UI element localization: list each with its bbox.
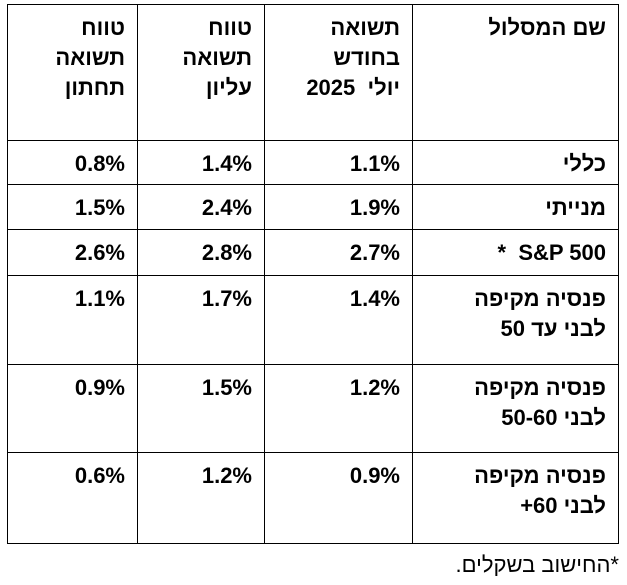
cell-line: תשואה — [55, 45, 125, 70]
cell-line: מנייתי — [545, 195, 606, 220]
table-row: פנסיה מקיפה לבני עד 50 1.4% 1.7% 1.1% — [7, 275, 619, 365]
return-cell: 1.5% — [137, 364, 265, 453]
header-cell: תשואה בחודש יולי 2025 — [264, 4, 413, 141]
cell-line: שם המסלול — [488, 15, 606, 40]
track-name: פנסיה מקיפה לבני 50-60 — [412, 364, 619, 453]
return-cell: 1.2% — [264, 364, 413, 453]
cell-line: תשואה — [182, 45, 252, 70]
return-cell: 1.9% — [264, 184, 413, 230]
return-cell: 2.6% — [7, 229, 138, 276]
return-cell: 1.7% — [137, 275, 265, 365]
header-cell: טווח תשואה עליון — [137, 4, 265, 141]
table-row: כללי 1.1% 1.4% 0.8% — [7, 140, 619, 185]
returns-table: שם המסלול תשואה בחודש יולי 2025 טווח תשואה עלי… — [7, 4, 619, 544]
return-cell: 2.8% — [137, 229, 265, 276]
cell-line: S&P 500 * — [497, 240, 606, 265]
table-row: פנסיה מקיפה לבני 50-60 1.2% 1.5% 0.9% — [7, 364, 619, 453]
return-cell: 1.5% — [7, 184, 138, 230]
return-cell: 0.8% — [7, 140, 138, 185]
cell-line: פנסיה מקיפה — [474, 286, 606, 311]
cell-line: יולי 2025 — [306, 75, 400, 100]
table-row: S&P 500 * 2.7% 2.8% 2.6% — [7, 229, 619, 276]
cell-line: כללי — [562, 151, 606, 176]
cell-line: תחתון — [64, 75, 125, 100]
return-cell: 1.1% — [264, 140, 413, 185]
cell-line: לבני עד 50 — [500, 316, 606, 341]
cell-line: עליון — [205, 75, 252, 100]
cell-line: פנסיה מקיפה — [474, 375, 606, 400]
track-name: S&P 500 * — [412, 229, 619, 276]
track-name: פנסיה מקיפה לבני 60+ — [412, 452, 619, 544]
track-name: כללי — [412, 140, 619, 185]
return-cell: 0.9% — [7, 364, 138, 453]
cell-line: פנסיה מקיפה — [474, 463, 606, 488]
track-name: פנסיה מקיפה לבני עד 50 — [412, 275, 619, 365]
track-name: מנייתי — [412, 184, 619, 230]
return-cell: 1.4% — [264, 275, 413, 365]
return-cell: 2.7% — [264, 229, 413, 276]
return-cell: 1.4% — [137, 140, 265, 185]
return-cell: 0.9% — [264, 452, 413, 544]
table-row: מנייתי 1.9% 2.4% 1.5% — [7, 184, 619, 230]
return-cell: 1.1% — [7, 275, 138, 365]
cell-line: טווח — [208, 15, 252, 40]
cell-line: תשואה — [330, 15, 400, 40]
return-cell: 2.4% — [137, 184, 265, 230]
return-cell: 1.2% — [137, 452, 265, 544]
cell-line: לבני 60+ — [520, 493, 606, 518]
return-cell: 0.6% — [7, 452, 138, 544]
header-cell: טווח תשואה תחתון — [7, 4, 138, 141]
header-cell: שם המסלול — [412, 4, 619, 141]
cell-line: טווח — [81, 15, 125, 40]
cell-line: בחודש — [333, 45, 400, 70]
header-row: שם המסלול תשואה בחודש יולי 2025 טווח תשואה עלי… — [7, 4, 619, 141]
footnote: *החישוב בשקלים. — [455, 552, 619, 577]
cell-line: לבני 50-60 — [501, 405, 606, 430]
table-row: פנסיה מקיפה לבני 60+ 0.9% 1.2% 0.6% — [7, 452, 619, 544]
